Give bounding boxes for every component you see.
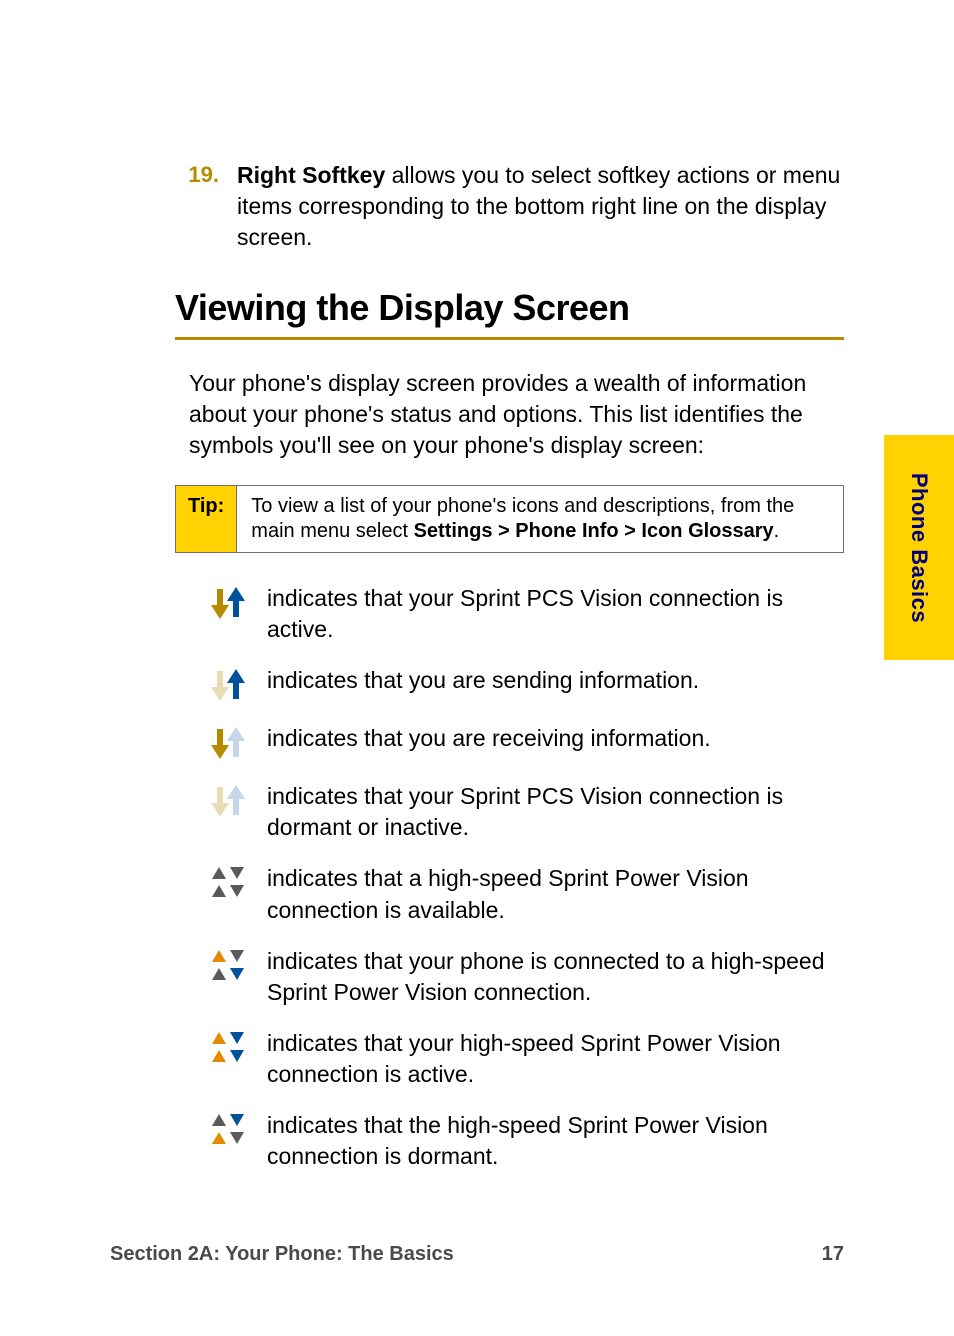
vision-arrows-icon [189,583,267,621]
intro-paragraph: Your phone's display screen provides a w… [189,368,844,461]
vision-arrows-icon [189,723,267,761]
icon-row: indicates that your phone is connected t… [189,946,844,1008]
page-content: 19. Right Softkey allows you to select s… [0,0,954,1336]
icon-row: indicates that you are sending informati… [189,665,844,703]
icon-description: indicates that you are receiving informa… [267,723,844,754]
footer-left: Section 2A: Your Phone: The Basics [110,1243,454,1266]
item-number: 19. [175,160,237,253]
power-vision-icon [189,1028,267,1064]
numbered-item-19: 19. Right Softkey allows you to select s… [175,160,844,253]
icon-description: indicates that your high-speed Sprint Po… [267,1028,844,1090]
icon-description: indicates that your Sprint PCS Vision co… [267,583,844,645]
icon-description: indicates that you are sending informati… [267,665,844,696]
tip-box: Tip: To view a list of your phone's icon… [175,485,844,553]
item-lead: Right Softkey [237,162,385,188]
tip-body: To view a list of your phone's icons and… [237,486,843,552]
icon-row: indicates that the high-speed Sprint Pow… [189,1110,844,1172]
power-vision-icon [189,1110,267,1146]
item-body: Right Softkey allows you to select softk… [237,160,844,253]
vision-arrows-icon [189,665,267,703]
tip-bold: Settings > Phone Info > Icon Glossary [414,520,774,542]
icon-description: indicates that your Sprint PCS Vision co… [267,781,844,843]
icon-list: indicates that your Sprint PCS Vision co… [189,583,844,1172]
icon-row: indicates that your Sprint PCS Vision co… [189,781,844,843]
icon-description: indicates that your phone is connected t… [267,946,844,1008]
vision-arrows-icon [189,781,267,819]
footer-right: 17 [822,1243,844,1266]
icon-row: indicates that a high-speed Sprint Power… [189,863,844,925]
section-title: Viewing the Display Screen [175,287,844,329]
tip-post: . [774,520,780,542]
icon-description: indicates that a high-speed Sprint Power… [267,863,844,925]
tip-label: Tip: [176,486,237,552]
page-footer: Section 2A: Your Phone: The Basics 17 [110,1243,844,1266]
icon-row: indicates that your high-speed Sprint Po… [189,1028,844,1090]
icon-description: indicates that the high-speed Sprint Pow… [267,1110,844,1172]
icon-row: indicates that your Sprint PCS Vision co… [189,583,844,645]
title-rule [175,337,844,340]
icon-row: indicates that you are receiving informa… [189,723,844,761]
power-vision-icon [189,946,267,982]
power-vision-icon [189,863,267,899]
